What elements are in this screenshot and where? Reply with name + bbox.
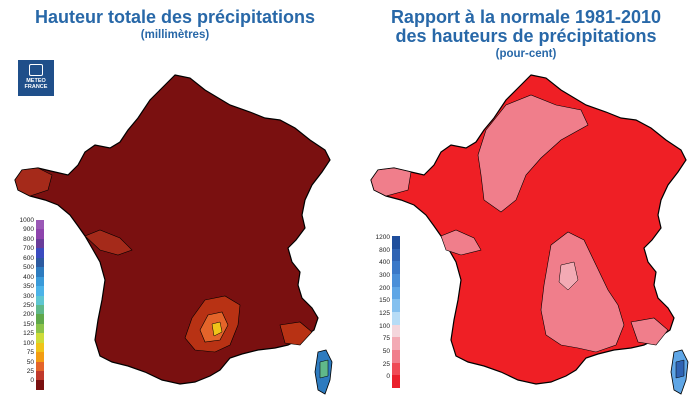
left-legend: 1000 900 800 700 600 500 400 350 300 250 200 150 125…	[8, 217, 44, 390]
right-north-zone	[477, 94, 589, 213]
right-legend-labels: 1200 800 400 300 200 150 125 100 75 50 25 0	[364, 232, 390, 384]
logo-line1: METEO	[26, 78, 46, 84]
left-legend-label: 25	[26, 368, 34, 375]
right-title-line2: des hauteurs de précipitations	[395, 25, 657, 46]
left-legend-label: 75	[26, 349, 34, 357]
left-legend-swatch	[36, 380, 44, 390]
right-legend-label: 400	[379, 259, 390, 267]
right-ratio-map	[370, 74, 689, 395]
left-map-title: Hauteur totale des précipitations (milli…	[0, 8, 350, 41]
left-legend-swatch	[36, 342, 44, 353]
left-legend-swatch	[36, 295, 44, 305]
left-legend-label: 700	[23, 245, 34, 253]
left-legend-label: 300	[23, 292, 34, 300]
left-legend-label: 350	[23, 283, 34, 291]
right-legend-swatch	[392, 311, 400, 325]
left-legend-swatch	[36, 286, 44, 296]
right-legend-swatch	[392, 375, 400, 388]
logo-mark-icon	[29, 64, 43, 76]
left-legend-labels: 1000 900 800 700 600 500 400 350 300 250 200 150 125…	[8, 216, 34, 386]
right-legend-label: 0	[386, 373, 390, 381]
left-subtitle: (millimètres)	[140, 28, 210, 41]
left-legend-label: 200	[23, 311, 34, 319]
left-legend-label: 600	[23, 254, 34, 262]
right-legend-label: 800	[379, 246, 390, 254]
left-legend-swatch	[36, 314, 44, 324]
left-legend-label: 0	[30, 377, 34, 385]
right-title-line1: Rapport à la normale 1981-2010	[390, 7, 662, 27]
left-legend-label: 400	[23, 273, 34, 281]
left-legend-swatch	[36, 220, 44, 230]
left-legend-label: 250	[23, 301, 34, 309]
right-legend-swatch	[392, 349, 400, 363]
meteo-france-logo: METEO FRANCE	[18, 60, 54, 96]
left-legend-swatch	[36, 371, 44, 381]
left-france-shape	[14, 74, 331, 385]
left-legend-swatch	[36, 257, 44, 268]
right-legend-label: 200	[379, 284, 390, 292]
left-legend-label: 50	[26, 358, 34, 366]
right-legend-swatch	[392, 261, 400, 274]
right-legend-swatch	[392, 286, 400, 300]
right-legend-label: 125	[379, 309, 390, 317]
left-legend-label: 100	[23, 339, 34, 347]
right-legend-swatch	[392, 324, 400, 338]
left-legend-swatch	[36, 304, 44, 315]
left-legend-swatch	[36, 361, 44, 371]
left-legend-swatch	[36, 333, 44, 343]
right-map-title: Rapport à la normale 1981-2010 des haute…	[352, 8, 700, 60]
right-legend-label: 1200	[375, 234, 390, 241]
right-corsica-inner	[675, 359, 685, 379]
right-legend-swatch	[392, 299, 400, 312]
left-vendee-zone	[84, 229, 133, 256]
left-brittany-zone	[14, 167, 53, 197]
left-legend-swatch	[36, 276, 44, 287]
right-subtitle: (pour-cent)	[495, 47, 557, 60]
right-massif-central-zone	[540, 231, 625, 353]
left-legend-label: 900	[23, 226, 34, 234]
left-legend-swatch	[36, 352, 44, 362]
right-legend-label: 75	[382, 335, 390, 343]
left-legend-swatch	[36, 267, 44, 277]
left-legend-swatch	[36, 323, 44, 334]
right-legend-label: 150	[379, 297, 390, 305]
right-legend-swatch	[392, 248, 400, 262]
right-legend-swatch	[392, 236, 400, 249]
right-massif-peak	[558, 261, 579, 291]
left-legend-swatch	[36, 238, 44, 249]
left-legend-label: 125	[23, 330, 34, 338]
left-provence-zone	[279, 321, 313, 346]
left-legend-colorbar	[36, 220, 44, 390]
right-brittany-zone	[370, 167, 412, 197]
right-legend-swatch	[392, 337, 400, 350]
left-corsica-inner	[319, 359, 329, 379]
right-provence-zone	[630, 317, 669, 346]
left-legend-label: 500	[23, 264, 34, 272]
left-cevennes-peak	[211, 321, 223, 337]
right-legend-label: 25	[382, 360, 390, 368]
left-legend-swatch	[36, 248, 44, 258]
right-legend-label: 100	[379, 322, 390, 330]
right-legend-label: 50	[382, 347, 390, 355]
left-precipitation-map	[14, 74, 333, 395]
right-legend-swatch	[392, 273, 400, 287]
left-legend-label: 800	[23, 235, 34, 243]
left-legend-label: 1000	[19, 217, 34, 224]
right-legend-label: 300	[379, 271, 390, 279]
left-title-text: Hauteur totale des précipitations	[34, 7, 316, 27]
right-west-zone	[440, 229, 482, 256]
left-legend-swatch	[36, 229, 44, 239]
left-legend-label: 150	[23, 320, 34, 328]
right-legend-colorbar	[392, 236, 400, 388]
right-legend: 1200 800 400 300 200 150 125 100 75 50 25 0	[364, 234, 400, 388]
right-legend-swatch	[392, 362, 400, 376]
logo-line2: FRANCE	[24, 84, 48, 91]
